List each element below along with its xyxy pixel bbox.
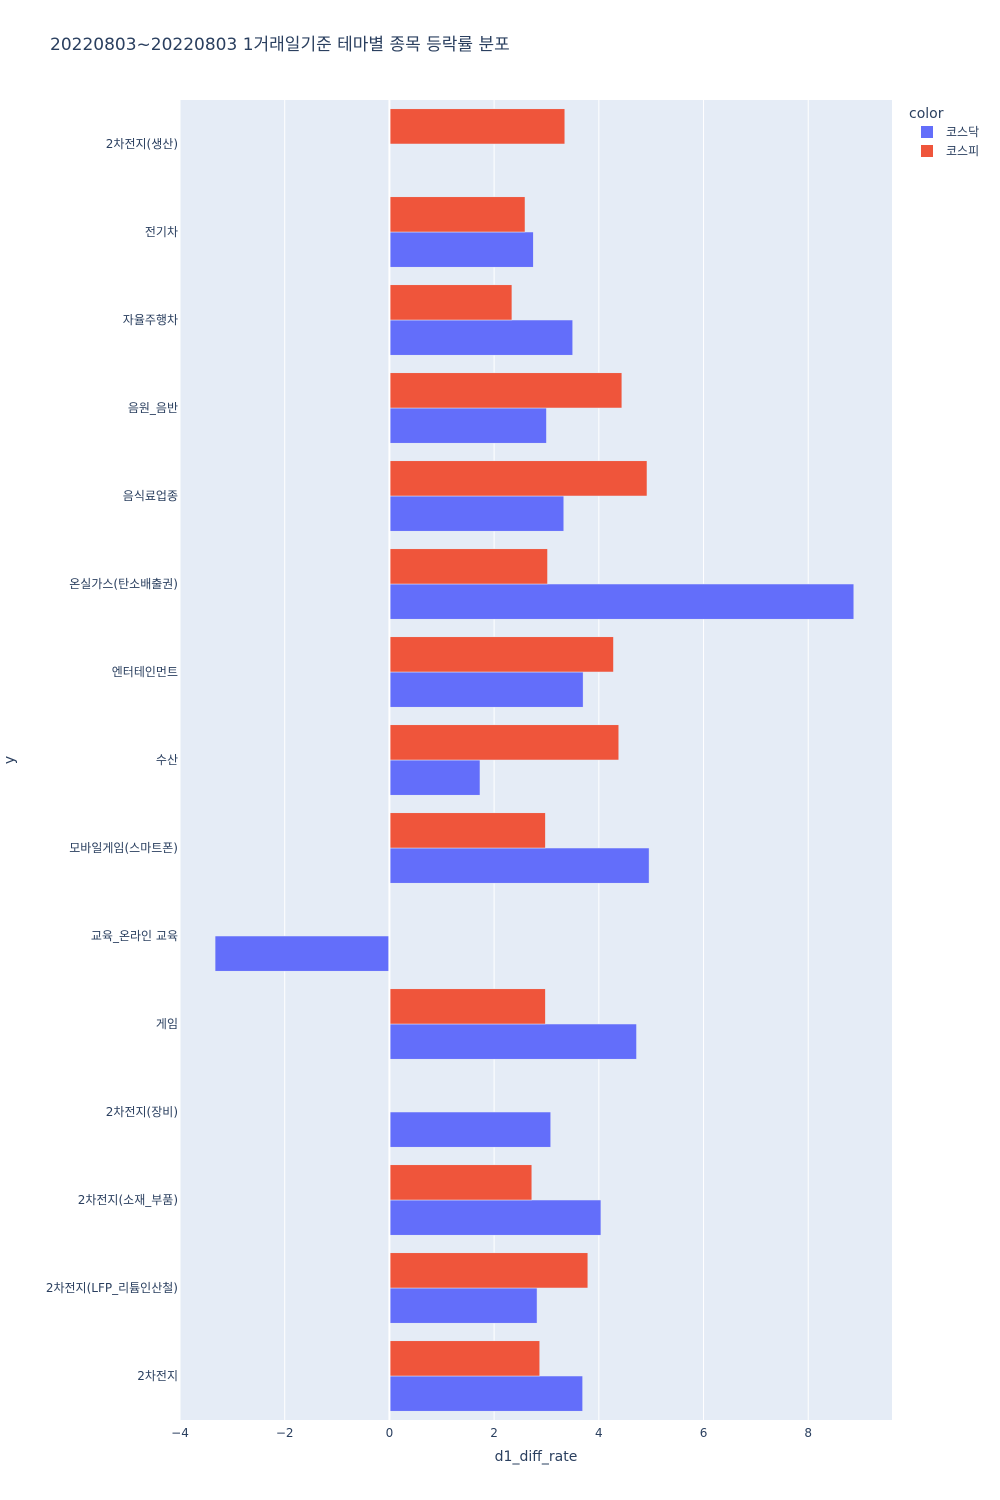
x-tick-label: 4 <box>595 1426 603 1440</box>
bar-kosdaq-10 <box>389 1023 637 1060</box>
bar-kospi-13 <box>389 1252 589 1289</box>
y-tick-label: 게임 <box>156 1017 178 1031</box>
y-tick-label: 2차전지(장비) <box>106 1105 178 1119</box>
x-tick-label: 6 <box>700 1426 708 1440</box>
y-axis-title: y <box>2 756 18 764</box>
bar-kospi-8 <box>389 812 546 849</box>
bar-kosdaq-11 <box>389 1111 551 1148</box>
bar-kosdaq-1 <box>389 231 534 268</box>
y-tick-label: 2차전지(생산) <box>106 137 178 151</box>
y-tick-label: 엔터테인먼트 <box>112 665 178 679</box>
legend-swatch-0 <box>921 126 933 138</box>
bar-kospi-12 <box>389 1164 533 1201</box>
chart-title: 20220803~20220803 1거래일기준 테마별 종목 등락률 분포 <box>50 35 510 55</box>
y-tick-label: 교육_온라인 교육 <box>91 929 178 943</box>
legend-label-0: 코스닥 <box>946 125 979 139</box>
x-tick-label: 8 <box>804 1426 812 1440</box>
y-tick-label: 음원_음반 <box>128 401 178 415</box>
bar-kospi-1 <box>389 196 526 233</box>
legend-label-1: 코스피 <box>946 144 979 158</box>
bars <box>214 108 855 1412</box>
bar-kosdaq-5 <box>389 583 855 620</box>
y-tick-label: 음식료업종 <box>123 489 178 503</box>
bar-kospi-2 <box>389 284 513 321</box>
x-axis-title: d1_diff_rate <box>495 1449 578 1465</box>
bar-kosdaq-6 <box>389 671 584 708</box>
y-tick-label: 2차전지 <box>137 1369 178 1383</box>
bar-kosdaq-7 <box>389 759 481 796</box>
bar-kospi-5 <box>389 548 548 585</box>
bar-kosdaq-14 <box>389 1375 583 1412</box>
y-tick-label: 전기차 <box>145 225 178 239</box>
y-tick-label: 2차전지(소재_부품) <box>78 1193 178 1207</box>
bar-kosdaq-2 <box>389 319 573 356</box>
x-tick-label: −4 <box>171 1426 189 1440</box>
bar-kospi-14 <box>389 1340 540 1377</box>
y-tick-label: 2차전지(LFP_리튬인산철) <box>46 1281 178 1295</box>
x-tick-label: 0 <box>386 1426 394 1440</box>
bar-kospi-4 <box>389 460 648 497</box>
bar-kosdaq-12 <box>389 1199 602 1236</box>
bar-kospi-6 <box>389 636 614 673</box>
bar-kosdaq-9 <box>214 935 390 972</box>
bar-kospi-10 <box>389 988 546 1025</box>
x-tick-label: 2 <box>490 1426 498 1440</box>
y-tick-label: 온실가스(탄소배출권) <box>69 577 178 591</box>
legend-swatch-1 <box>921 145 933 157</box>
bar-kospi-3 <box>389 372 623 409</box>
bar-kosdaq-13 <box>389 1287 538 1324</box>
y-tick-label: 모바일게임(스마트폰) <box>69 841 178 855</box>
x-tick-label: −2 <box>276 1426 294 1440</box>
bar-kosdaq-3 <box>389 407 547 444</box>
legend-title: color <box>909 106 944 122</box>
bar-kospi-0 <box>389 108 566 145</box>
x-axis-ticks: −4 −2 0 2 4 6 8 <box>171 1426 812 1440</box>
bar-kosdaq-8 <box>389 847 650 884</box>
bar-kospi-7 <box>389 724 619 761</box>
y-tick-label: 수산 <box>156 753 178 767</box>
y-tick-label: 자율주행차 <box>123 312 178 327</box>
bar-kosdaq-4 <box>389 495 564 532</box>
